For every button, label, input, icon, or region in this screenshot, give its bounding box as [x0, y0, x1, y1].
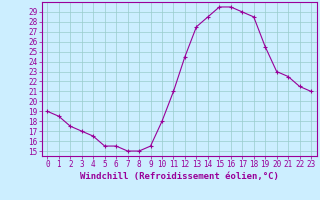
X-axis label: Windchill (Refroidissement éolien,°C): Windchill (Refroidissement éolien,°C) [80, 172, 279, 181]
